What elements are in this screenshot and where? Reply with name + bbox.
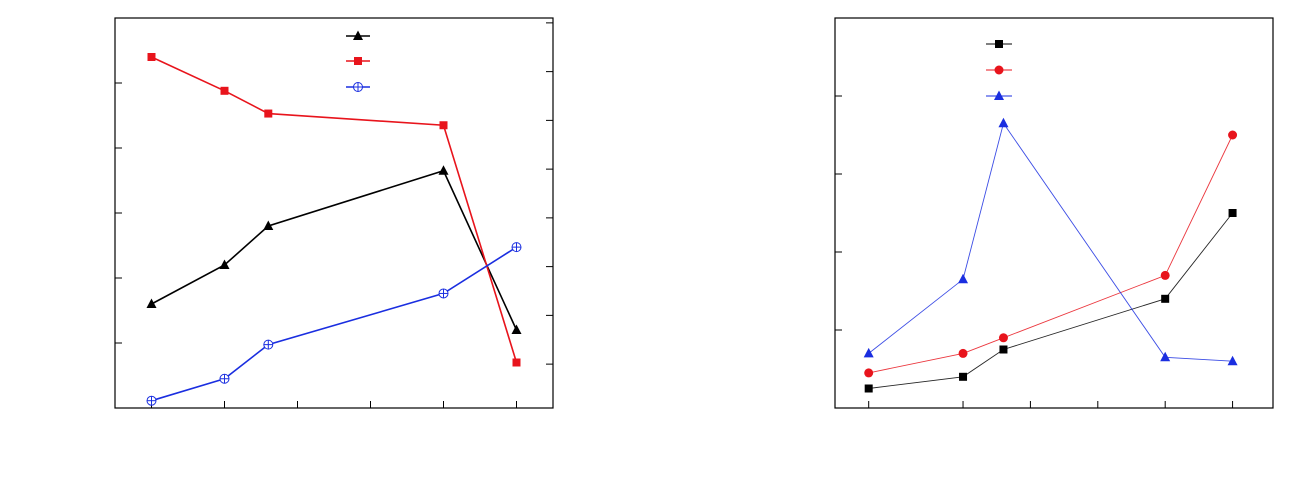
- data-point: [219, 259, 230, 269]
- legend-marker: [994, 65, 1004, 75]
- chart-left: [114, 17, 554, 409]
- legend-marker: [995, 40, 1003, 48]
- data-point: [438, 288, 449, 299]
- data-point: [147, 53, 156, 61]
- series-line-0: [151, 169, 518, 331]
- data-point: [958, 348, 968, 358]
- data-point: [146, 395, 157, 406]
- data-point: [512, 358, 521, 367]
- data-point: [264, 109, 273, 118]
- data-point: [219, 373, 230, 384]
- data-point: [998, 333, 1008, 343]
- series-line-2: [151, 246, 517, 402]
- series-line-2: [868, 122, 1233, 362]
- data-point: [146, 298, 157, 308]
- chart-right: [834, 17, 1274, 409]
- data-point: [1228, 209, 1237, 217]
- data-point: [511, 324, 522, 334]
- series-line-0: [868, 212, 1233, 389]
- data-point: [1160, 270, 1170, 280]
- data-point: [263, 339, 274, 350]
- data-point: [439, 121, 448, 130]
- data-point: [863, 347, 874, 358]
- data-point: [998, 117, 1009, 128]
- legend-marker: [354, 57, 362, 65]
- data-point: [438, 165, 449, 175]
- legend-marker: [353, 30, 363, 40]
- plot-frame: [114, 17, 554, 409]
- series-line-1: [868, 134, 1233, 374]
- data-point: [220, 86, 229, 95]
- data-point: [999, 345, 1008, 354]
- data-point: [1161, 294, 1170, 303]
- data-point: [1228, 130, 1238, 140]
- data-point: [263, 220, 274, 230]
- data-point: [1227, 355, 1238, 366]
- data-point: [511, 242, 522, 253]
- data-point: [959, 372, 968, 381]
- legend-marker: [353, 82, 363, 92]
- legend-marker: [994, 90, 1004, 100]
- data-point: [864, 368, 874, 378]
- data-point: [958, 273, 969, 284]
- data-point: [864, 384, 873, 393]
- plot-frame: [834, 17, 1274, 409]
- data-point: [1160, 351, 1171, 362]
